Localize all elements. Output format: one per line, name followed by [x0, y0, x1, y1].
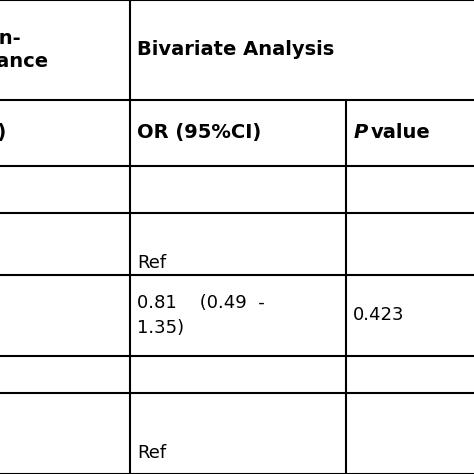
Text: Bivariate Analysis: Bivariate Analysis: [137, 40, 335, 59]
Text: 0.423: 0.423: [353, 306, 405, 324]
Text: Ref: Ref: [137, 444, 166, 462]
Text: 0.81    (0.49  -
1.35): 0.81 (0.49 - 1.35): [137, 294, 265, 337]
Text: value: value: [371, 123, 431, 142]
Text: (%): (%): [0, 123, 7, 142]
Text: OR (95%CI): OR (95%CI): [137, 123, 262, 142]
Text: P: P: [353, 123, 367, 142]
Text: Non-
pliance: Non- pliance: [0, 28, 48, 71]
Text: Ref: Ref: [137, 254, 166, 272]
